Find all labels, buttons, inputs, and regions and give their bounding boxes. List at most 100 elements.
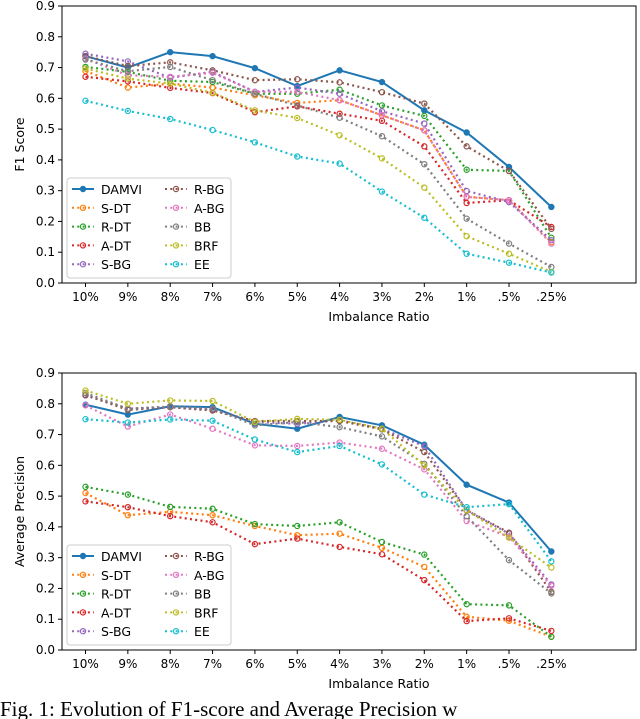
series-line-s-dt — [84, 492, 552, 638]
legend-marker — [172, 223, 180, 230]
data-point — [166, 84, 174, 92]
plot-frame — [61, 5, 637, 284]
data-point — [82, 65, 89, 72]
data-point — [166, 63, 174, 71]
x-tick-label: .25% — [536, 290, 567, 304]
y-tick-label: 0.1 — [36, 612, 55, 626]
y-axis-label: F1 Score — [12, 117, 27, 171]
legend-marker — [172, 628, 180, 635]
data-point — [251, 442, 259, 449]
data-point — [421, 184, 428, 191]
data-point — [294, 153, 301, 160]
x-tick-label: .25% — [536, 657, 567, 671]
x-tick-label: 4% — [330, 657, 349, 671]
data-point — [548, 237, 555, 244]
series-line-brf — [85, 67, 552, 273]
data-point — [548, 548, 555, 555]
y-tick-label: 0.5 — [36, 122, 55, 136]
data-point — [548, 225, 555, 233]
data-point — [209, 519, 216, 526]
x-tick-label: .5% — [498, 657, 521, 671]
data-point — [294, 535, 301, 542]
x-tick-label: 9% — [118, 657, 137, 671]
data-point — [463, 233, 470, 240]
legend-label: R-DT — [101, 220, 131, 235]
series-line-a-bg — [85, 404, 553, 587]
data-point — [166, 48, 174, 56]
data-point — [548, 558, 555, 565]
legend-label: A-BG — [194, 568, 224, 583]
data-point — [463, 193, 470, 201]
data-point — [82, 483, 89, 491]
x-tick-label: 5% — [288, 657, 307, 671]
legend-marker — [172, 590, 180, 597]
legend-label: A-DT — [101, 238, 131, 253]
x-tick-label: 7% — [203, 657, 222, 671]
data-point — [82, 498, 89, 505]
data-point — [548, 240, 555, 247]
legend-marker — [172, 185, 180, 193]
series-line-s-bg — [85, 52, 553, 242]
x-tick-label: 9% — [118, 290, 137, 304]
legend-label: EE — [194, 257, 210, 272]
data-point — [421, 112, 428, 120]
legend-marker — [172, 242, 180, 249]
data-point — [124, 419, 132, 426]
series-s-dt — [82, 489, 555, 640]
series-line-damvi — [85, 403, 553, 553]
chart-1: 0.0 0.1 0.2 0.3 0.4 0.5 0.6 0.7 0.8 0.9 10% 9% 8% 7% 6… — [12, 0, 637, 324]
data-point — [251, 139, 259, 146]
data-point — [82, 387, 89, 394]
data-point — [548, 203, 555, 211]
data-point — [336, 110, 343, 117]
y-tick-label: 0.8 — [36, 30, 55, 44]
data-point — [505, 602, 513, 609]
data-point — [463, 613, 470, 620]
data-point — [548, 627, 555, 635]
series-r-dt — [82, 483, 555, 640]
series-line-damvi — [85, 51, 553, 208]
data-point — [505, 240, 513, 247]
data-point — [166, 503, 174, 511]
legend-label: DAMVI — [101, 549, 142, 564]
data-point — [251, 520, 259, 528]
data-point — [463, 481, 470, 488]
data-point — [294, 102, 301, 109]
data-point — [505, 259, 513, 266]
data-point — [463, 215, 470, 222]
x-tick-label: 6% — [245, 657, 264, 671]
data-point — [421, 160, 428, 168]
data-point — [463, 600, 470, 608]
x-tick-label: 7% — [203, 290, 222, 304]
data-point — [124, 423, 132, 430]
data-point — [294, 84, 301, 91]
data-point — [378, 544, 386, 552]
y-tick-label: 0.2 — [36, 214, 55, 228]
y-tick-label: 0.0 — [36, 276, 55, 290]
data-point — [294, 448, 301, 456]
data-point — [336, 160, 343, 167]
y-tick-label: 0.6 — [36, 91, 55, 105]
data-point — [251, 64, 259, 72]
data-point — [548, 269, 555, 276]
data-point — [294, 88, 301, 96]
data-point — [421, 127, 428, 134]
legend: DAMVI S-DT R-DT A-DT S-BG R-BG A-BG BB BRF EE — [66, 177, 232, 279]
y-tick-label: 0.8 — [36, 397, 55, 411]
legend-marker — [79, 261, 87, 268]
y-tick-label: 0.2 — [36, 581, 55, 595]
data-point — [124, 503, 132, 511]
legend-marker — [79, 571, 87, 579]
series-line-ee — [85, 418, 553, 563]
y-tick-label: 0.9 — [36, 0, 55, 13]
legend-label: BB — [194, 220, 211, 235]
legend-marker — [172, 609, 180, 616]
legend-box — [66, 544, 232, 646]
data-point — [548, 564, 555, 571]
legend-box — [66, 177, 232, 279]
legend-marker — [172, 204, 180, 211]
data-point — [421, 491, 428, 498]
series-line-a-dt — [85, 75, 552, 228]
